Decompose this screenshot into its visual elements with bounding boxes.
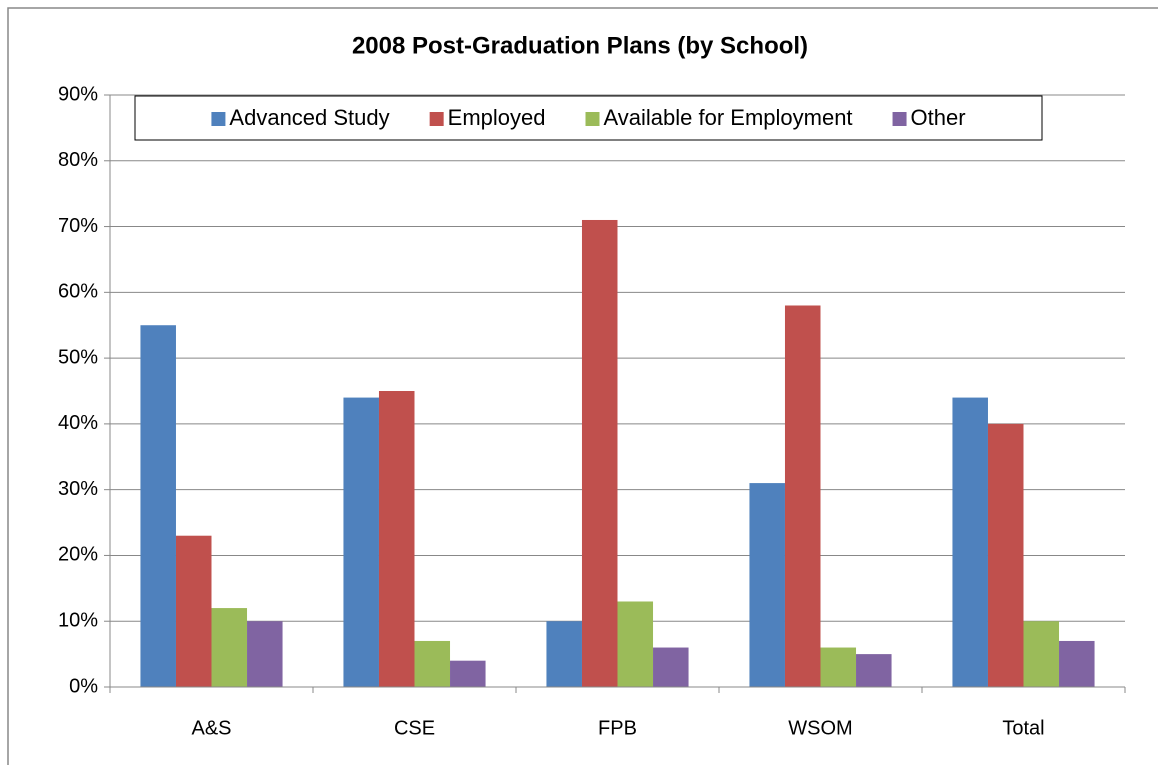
x-tick-label: Total [1002, 717, 1044, 739]
bar [784, 305, 821, 687]
x-tick-label: FPB [598, 717, 637, 739]
bar [175, 535, 212, 687]
legend-label: Advanced Study [229, 105, 389, 130]
legend-marker [429, 112, 444, 126]
bar [140, 325, 176, 687]
y-tick-label: 10% [58, 610, 98, 632]
legend-marker [585, 112, 600, 126]
y-tick-label: 60% [58, 281, 98, 303]
bar [952, 397, 988, 687]
bar [1023, 621, 1060, 687]
y-tick-label: 80% [58, 149, 98, 171]
y-tick-label: 40% [58, 412, 98, 434]
chart-border [7, 7, 1158, 765]
bar [820, 647, 857, 687]
bar [450, 660, 486, 687]
chart-title: 2008 Post-Graduation Plans (by School) [352, 32, 808, 59]
legend-label: Other [911, 105, 966, 130]
bar [247, 621, 283, 687]
x-tick-label: WSOM [788, 717, 852, 739]
bar [987, 423, 1024, 687]
legend: Advanced Study Employed Available for Empl… [134, 95, 1043, 141]
bar [617, 601, 654, 687]
legend-label: Available for Employment [604, 105, 853, 130]
y-tick-label: 90% [58, 83, 98, 105]
bar [211, 608, 248, 687]
x-tick-label: CSE [394, 717, 435, 739]
x-tick-label: A&S [191, 717, 231, 739]
y-tick-label: 50% [58, 346, 98, 368]
legend-marker [892, 112, 907, 126]
y-tick-label: 70% [58, 215, 98, 237]
legend-label: Employed [448, 105, 546, 130]
bar [653, 647, 689, 687]
bar [546, 621, 582, 687]
y-tick-label: 30% [58, 478, 98, 500]
legend-marker [211, 112, 226, 126]
y-tick-label: 0% [69, 675, 98, 697]
y-tick-label: 20% [58, 544, 98, 566]
bar [414, 640, 451, 687]
bar [581, 219, 618, 687]
bar [856, 654, 892, 687]
bar [343, 397, 379, 687]
bar [749, 483, 785, 687]
bar [1059, 640, 1095, 687]
bar [378, 391, 415, 687]
